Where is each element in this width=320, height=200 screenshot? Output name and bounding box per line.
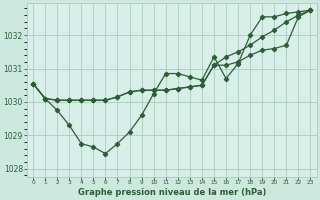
X-axis label: Graphe pression niveau de la mer (hPa): Graphe pression niveau de la mer (hPa) <box>77 188 266 197</box>
